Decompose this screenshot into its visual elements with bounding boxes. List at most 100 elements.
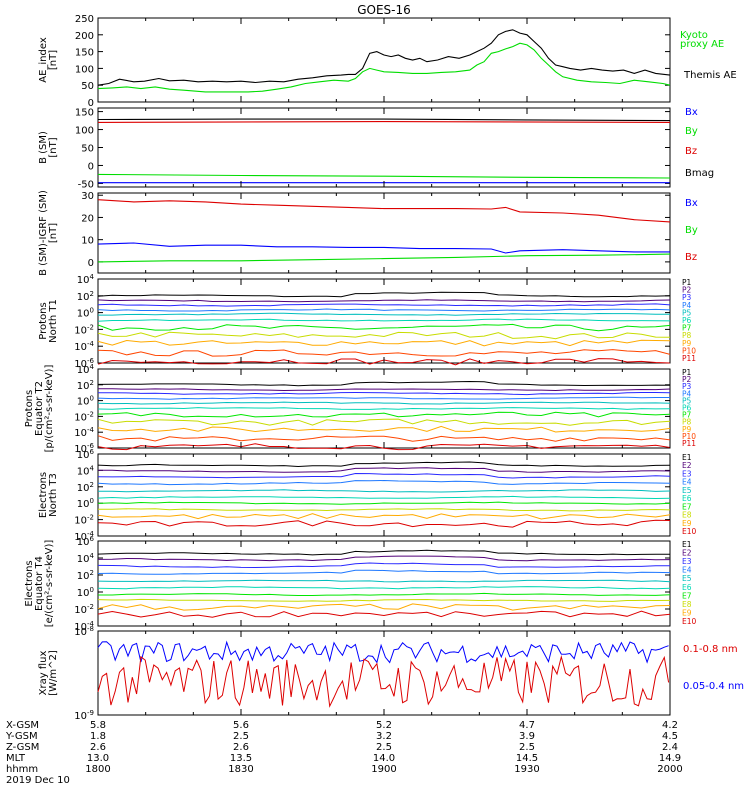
x-tick-label: 1900: [371, 764, 396, 775]
legend-entry: E9: [682, 519, 692, 528]
flux-channel-p5: [98, 312, 671, 316]
flux-channel-e6: [97, 495, 671, 500]
y-label-line: [nT]: [48, 137, 59, 157]
y-tick-label: 150: [75, 108, 94, 119]
y-label-line: Equator T4: [34, 556, 45, 611]
y-label-line: [p/(cm²-s-sr-keV)]: [44, 365, 55, 453]
flux-channel-p8: [97, 331, 671, 340]
y-label: Electrons North T3: [38, 472, 59, 518]
flux-channel-e4: [97, 479, 671, 486]
series-0.05-0.4-nm: [97, 640, 669, 664]
flux-channel-p2: [97, 299, 671, 303]
flux-channel-p5: [97, 401, 671, 405]
legend-entry: E1: [682, 540, 692, 549]
y-label-line: [e/(cm²-s-sr-keV)]: [44, 540, 55, 628]
flux-channel-e6: [97, 586, 671, 590]
legend-entry: P1: [682, 278, 692, 287]
series-bmag: [97, 118, 671, 122]
y-tick-label: 100: [77, 307, 94, 320]
flux-channel-p10: [97, 435, 671, 442]
x-tick-label: 5.8: [90, 720, 106, 731]
y-tick-label: 102: [77, 481, 94, 494]
flux-channel-e3: [97, 562, 671, 569]
legend-entry: P6: [682, 316, 692, 325]
x-tick-label: 4.2: [662, 720, 678, 731]
y-label-line: North T3: [48, 473, 59, 517]
x-tick-label: 1800: [85, 764, 110, 775]
y-tick-label: 150: [75, 48, 94, 59]
x-tick-label: 4.5: [662, 731, 678, 742]
y-label-line: Electrons: [24, 560, 35, 606]
legend-entry: Kyoto: [680, 30, 708, 41]
y-tick-label: 104: [77, 464, 95, 477]
x-tick-label: 5.6: [233, 720, 249, 731]
legend-entry: E10: [682, 617, 697, 626]
x-tick-label: 2.5: [519, 742, 535, 753]
flux-channel-e8: [97, 508, 671, 512]
flux-channel-e8: [97, 598, 671, 602]
series-themis-ae: [97, 29, 671, 86]
series-kyoto-proxy-ae: [97, 42, 671, 93]
y-tick-label: 100: [77, 586, 94, 599]
x-tick-label: 2.6: [90, 742, 106, 753]
y-tick-label: 10: [81, 236, 94, 247]
x-tick-label: 13.0: [87, 753, 109, 764]
x-row-label: Y-GSM: [5, 731, 38, 742]
x-tick-label: 14.5: [516, 753, 538, 764]
y-label-line: Electrons: [38, 472, 49, 518]
y-tick-label: 10-8: [74, 625, 94, 638]
y-tick-label: 106: [77, 448, 95, 461]
legend-entry: P9: [682, 339, 692, 348]
legend-entry: P4: [682, 301, 692, 310]
legend-entry: P10: [682, 432, 696, 441]
flux-channel-e3: [97, 472, 671, 479]
legend-entry: P3: [682, 382, 692, 391]
y-tick-label: 100: [77, 395, 94, 408]
y-tick-label: 10-2: [74, 323, 94, 336]
flux-channel-p3: [97, 303, 671, 307]
legend-entry: P5: [682, 396, 692, 405]
legend-entry: E1: [682, 453, 692, 462]
x-tick-label: 5.2: [376, 720, 392, 731]
y-label-line: North T1: [48, 299, 59, 343]
flux-channel-p9: [97, 339, 671, 347]
y-tick-label: 100: [75, 64, 94, 75]
legend-entry: P7: [682, 324, 692, 333]
legend-entry: proxy AE: [680, 39, 724, 50]
legend-entry: E2: [682, 461, 692, 470]
legend-entry: E3: [682, 557, 692, 566]
flux-channel-e9: [97, 603, 671, 611]
legend-entry: Bx: [685, 198, 698, 209]
y-tick-label: 50: [81, 144, 94, 155]
legend-entry: Themis AE: [683, 70, 737, 81]
legend-entry: E6: [682, 583, 692, 592]
legend-entry: Bz: [685, 252, 697, 263]
y-label: Xray flux [W/m^2]: [38, 650, 59, 696]
y-tick-label: 102: [77, 569, 94, 582]
legend-entry: E5: [682, 486, 692, 495]
legend-entry: Bx: [685, 107, 698, 118]
x-row-label: MLT: [6, 753, 26, 764]
y-label-line: AE_index: [38, 37, 49, 83]
legend-entry: P3: [682, 293, 692, 302]
legend-entry: E4: [682, 478, 692, 487]
y-tick-label: 0: [88, 161, 94, 172]
panel-bsm: -50 0 50 100 150 B (SM) [nT] Bx By Bz Bmag: [38, 107, 714, 190]
legend-entry: P1: [682, 368, 692, 377]
legend-entry: P8: [682, 418, 692, 427]
flux-channel-p6: [97, 407, 671, 410]
legend-entry: E2: [682, 549, 692, 558]
legend-entry: P4: [682, 389, 692, 398]
legend-entry: E7: [682, 502, 692, 511]
x-tick-label: 13.5: [230, 753, 252, 764]
flux-channel-e2: [97, 555, 671, 562]
legend-entry: P6: [682, 404, 692, 413]
legend-entry: P9: [682, 425, 692, 434]
legend-bsm: Bx By Bz Bmag: [685, 107, 714, 179]
flux-channel-p1: [97, 380, 671, 387]
y-tick-label: 104: [77, 552, 95, 565]
